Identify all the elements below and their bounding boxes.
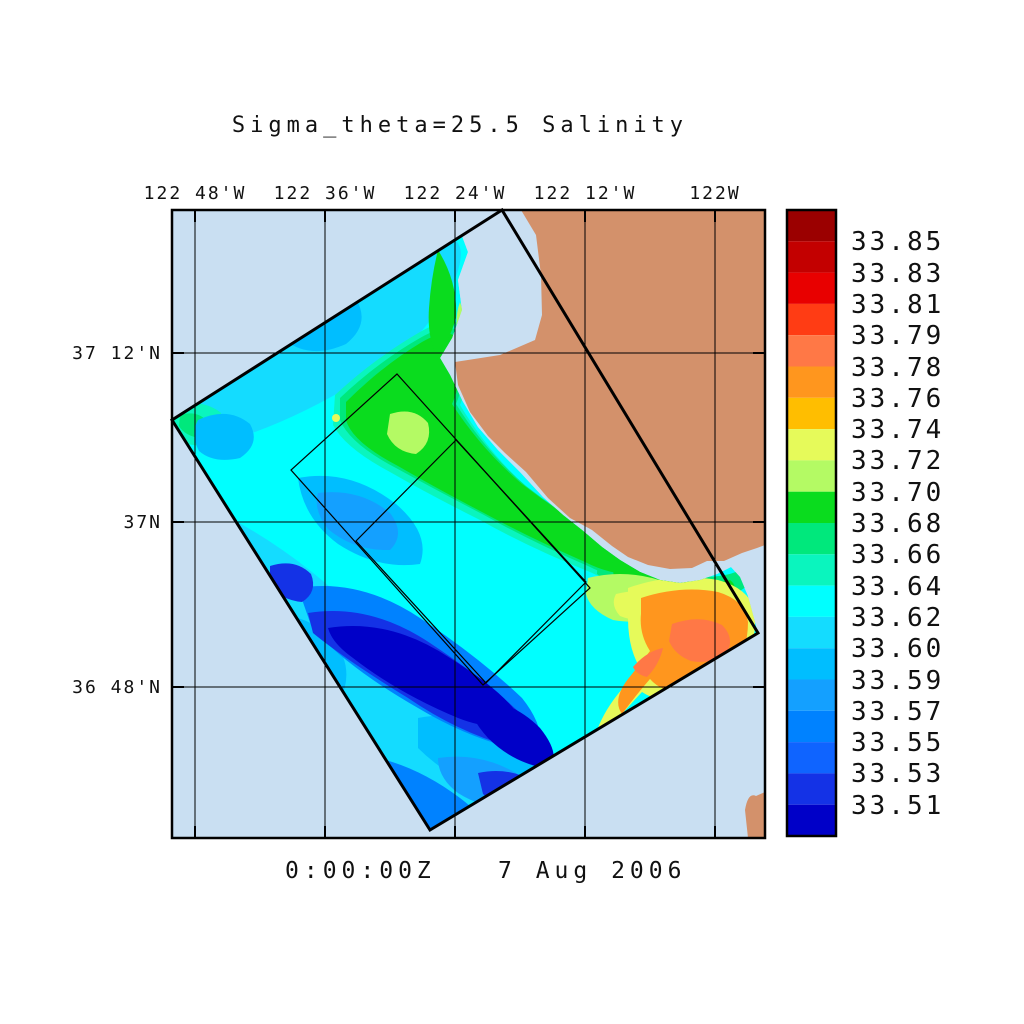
colorbar-label: 33.72 (851, 446, 944, 476)
plot-title: Sigma_theta=25.5 Salinity (232, 113, 688, 138)
contour-region (428, 250, 457, 356)
colorbar-label: 33.74 (851, 415, 944, 445)
colorbar-label: 33.79 (851, 321, 944, 351)
colorbar-label: 33.59 (851, 666, 944, 696)
colorbar-segment (787, 710, 836, 743)
contour-region-plume (633, 648, 663, 677)
colorbar-segment (787, 397, 836, 430)
colorbar-border (785, 208, 838, 838)
colorbar-label: 33.85 (851, 227, 944, 257)
model-domain-outline (169, 207, 761, 833)
colorbar-label: 33.68 (851, 509, 944, 539)
colorbar-segment (787, 773, 836, 805)
x-tick-label: 122 24'W (404, 183, 507, 204)
contour-region (468, 698, 554, 769)
colorbar-label: 33.81 (851, 290, 944, 320)
colorbar-segment (787, 335, 836, 367)
colorbar-segment (787, 585, 836, 617)
x-tick-label: 122 36'W (274, 183, 377, 204)
x-tick-label: 122 48'W (144, 183, 247, 204)
colorbar-segment (787, 429, 836, 461)
colorbar-label: 33.51 (851, 791, 944, 821)
contour-speck (332, 414, 340, 422)
colorbar-segment (787, 460, 836, 492)
colorbar-segment (787, 742, 836, 774)
colorbar-segment (787, 272, 836, 304)
y-tick-label: 37N (123, 512, 162, 533)
colorbar-segment (787, 679, 836, 711)
colorbar-label: 33.64 (851, 572, 944, 602)
y-tick-label: 36 48'N (72, 677, 162, 698)
colorbar-segment (787, 648, 836, 680)
colorbar-label: 33.60 (851, 634, 944, 664)
colorbar: 33.85 33.83 33.81 33.79 33.78 33.76 33.7… (785, 208, 944, 838)
colorbar-label: 33.70 (851, 478, 944, 508)
colorbar-label: 33.53 (851, 759, 944, 789)
colorbar-label: 33.83 (851, 259, 944, 289)
y-tick-label: 37 12'N (72, 343, 162, 364)
colorbar-segment (787, 616, 836, 649)
nested-domain-outline-inner (355, 439, 587, 684)
colorbar-label: 33.66 (851, 540, 944, 570)
contour-region (346, 333, 655, 575)
graticule-grid (172, 210, 765, 838)
axis-ticks (172, 210, 765, 838)
colorbar-segment (787, 210, 836, 242)
colorbar-segment (787, 491, 836, 523)
colorbar-label: 33.55 (851, 728, 944, 758)
contour-region (194, 413, 254, 460)
colorbar-label: 33.57 (851, 697, 944, 727)
contour-region (316, 492, 398, 551)
x-tick-label: 122 12'W (534, 183, 637, 204)
colorbar-segment (787, 303, 836, 336)
land-point-south (745, 792, 765, 838)
contour-region (387, 411, 430, 454)
footer-date: 7 Aug 2006 (498, 858, 686, 884)
footer-time: 0:00:00Z (285, 858, 436, 884)
colorbar-label: 33.76 (851, 384, 944, 414)
colorbar-label: 33.78 (851, 353, 944, 383)
colorbar-segment (787, 241, 836, 273)
colorbar-label: 33.62 (851, 603, 944, 633)
x-tick-label: 122W (689, 183, 740, 204)
colorbar-segment (787, 523, 836, 555)
map-border (170, 208, 767, 840)
colorbar-segment (787, 366, 836, 398)
colorbar-segment (787, 554, 836, 586)
colorbar-segment (787, 804, 836, 836)
